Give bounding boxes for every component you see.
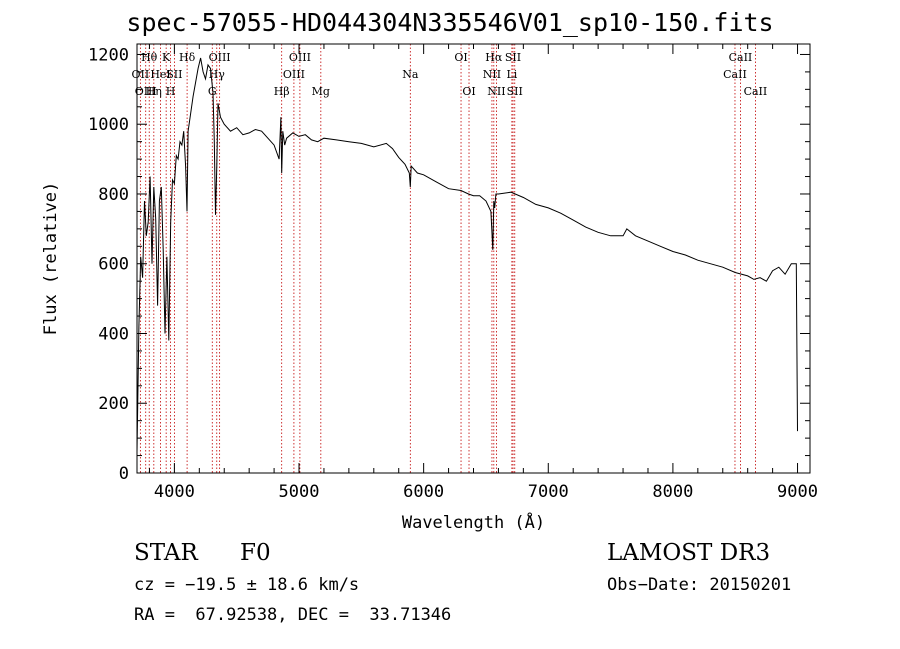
line-marker-label: Li (506, 68, 517, 81)
x-tick-label: 5000 (279, 482, 320, 502)
line-marker-label: OI (462, 85, 475, 98)
line-marker-label: Mg (312, 85, 330, 98)
survey-name: LAMOST DR3 (607, 540, 771, 566)
line-marker-label: Hη (146, 85, 162, 98)
x-tick-label: 6000 (403, 482, 444, 502)
chart-title: spec-57055-HD044304N335546V01_sp10-150.f… (126, 8, 774, 37)
obs-date: Obs−Date: 20150201 (607, 575, 792, 595)
y-axis-label: Flux (relative) (41, 182, 61, 336)
x-tick-label: 9000 (777, 482, 818, 502)
line-marker-label: Hγ (209, 68, 226, 81)
spectrum-series-line (136, 57, 798, 453)
line-marker-label: G (208, 85, 217, 98)
axis-ticks: 4000 5000 6000 7000 8000 9000 0 200 400 600 800 100… (88, 44, 818, 502)
object-class: STAR (134, 540, 198, 566)
plot-frame (136, 43, 811, 474)
line-marker-label: K (162, 51, 171, 64)
emission-line-markers (139, 44, 756, 473)
x-tick-label: 4000 (154, 482, 195, 502)
line-marker-label: Hβ (274, 85, 290, 98)
y-tick-label: 800 (98, 185, 129, 205)
line-marker-label: OIII (283, 68, 305, 81)
line-marker-label: SII (507, 85, 523, 98)
line-marker-label: OI (454, 51, 467, 64)
y-tick-label: 1000 (88, 115, 129, 135)
line-marker-label: CaII (723, 68, 747, 81)
x-tick-label: 7000 (528, 482, 569, 502)
line-marker-label: H (166, 85, 176, 98)
line-marker-label: NII (483, 68, 501, 81)
line-marker-label: CaII (744, 85, 768, 98)
line-marker-label: SII (166, 68, 182, 81)
x-tick-label: 8000 (652, 482, 693, 502)
line-marker-label: Hα (485, 51, 503, 64)
x-axis-label: Wavelength (Å) (402, 511, 545, 533)
coordinates: RA = 67.92538, DEC = 33.71346 (134, 605, 452, 625)
y-tick-label: 400 (98, 324, 129, 344)
y-tick-label: 600 (98, 255, 129, 275)
object-subclass: F0 (240, 540, 271, 566)
y-tick-label: 1200 (88, 45, 129, 65)
redshift-info: cz = −19.5 ± 18.6 km/s (134, 575, 360, 595)
y-tick-label: 200 (98, 394, 129, 414)
line-marker-label: Hθ (141, 51, 158, 64)
line-marker-label: NII (487, 85, 505, 98)
line-marker-label: OIII (209, 51, 231, 64)
line-marker-label: Na (402, 68, 419, 81)
line-marker-label: CaII (729, 51, 753, 64)
line-marker-label: OIII (289, 51, 311, 64)
y-tick-label: 0 (119, 464, 129, 484)
line-marker-label: OIII (135, 85, 157, 98)
line-marker-label: OII (132, 68, 150, 81)
line-marker-label: HeI (150, 68, 170, 81)
line-marker-label: Hδ (179, 51, 196, 64)
line-marker-label: SII (505, 51, 521, 64)
